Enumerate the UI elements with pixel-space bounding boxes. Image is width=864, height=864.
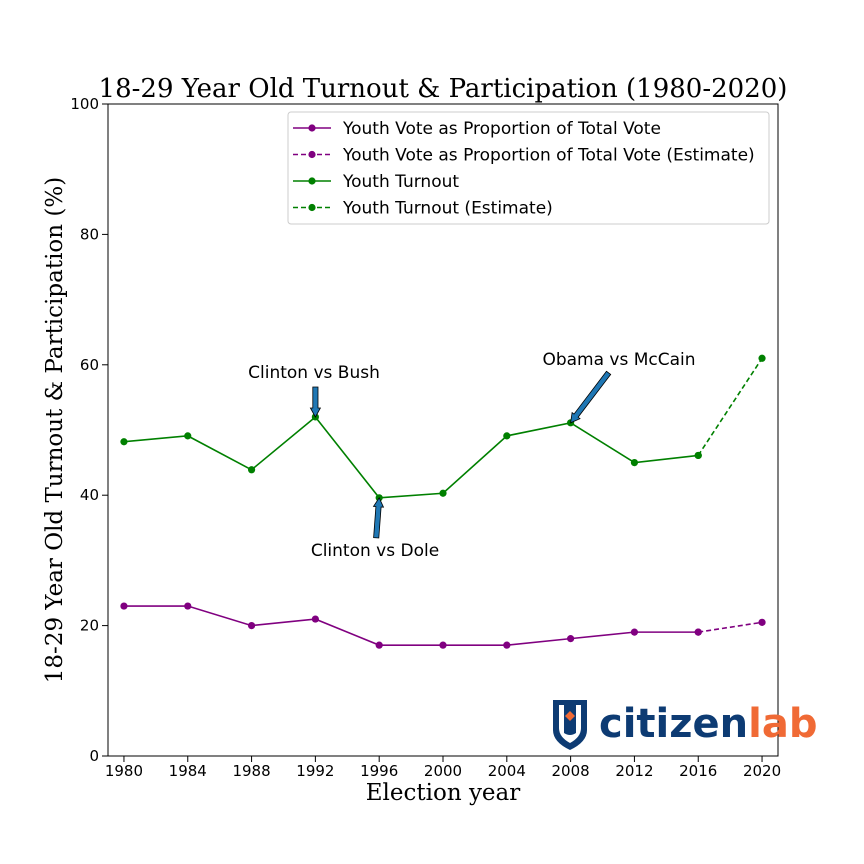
- shield-icon: [553, 700, 587, 750]
- annotation-obama-vs-mccain: Obama vs McCain: [542, 350, 696, 424]
- legend-swatch-marker: [308, 203, 316, 212]
- annotation-label: Clinton vs Dole: [311, 541, 439, 561]
- data-point: [311, 615, 319, 623]
- y-tick-label: 0: [89, 747, 99, 765]
- x-tick-label: 2012: [615, 762, 653, 780]
- data-point: [375, 641, 383, 649]
- data-point: [630, 459, 639, 467]
- data-point: [503, 641, 511, 649]
- series-line-youth-vote-as-proportion-of-total-vote: [123, 605, 699, 646]
- data-point: [247, 622, 256, 630]
- y-tick-label: 20: [80, 617, 99, 635]
- annotation-layer: Clinton vs Bush Clinton vs Dole Obama vs M…: [248, 350, 695, 561]
- x-tick-label: 2004: [488, 762, 526, 780]
- y-tick-label: 80: [80, 225, 99, 243]
- annotation-label: Clinton vs Bush: [248, 363, 380, 383]
- data-point: [439, 641, 447, 649]
- data-point: [758, 354, 766, 362]
- x-tick-label: 1984: [169, 762, 207, 780]
- annotation-clinton-vs-dole: Clinton vs Dole: [311, 496, 439, 561]
- legend-label: Youth Vote as Proportion of Total Vote (…: [342, 146, 755, 166]
- x-axis-label: Election year: [366, 780, 521, 806]
- legend-item-youth-vote-as-proportion-of-total-vote-estimate: Youth Vote as Proportion of Total Vote (…: [293, 146, 755, 166]
- data-point: [120, 438, 128, 446]
- x-tick-label: 2000: [424, 762, 462, 780]
- x-tick-label: 1992: [296, 762, 334, 780]
- legend-item-youth-vote-as-proportion-of-total-vote: Youth Vote as Proportion of Total Vote: [293, 119, 661, 139]
- data-point: [567, 635, 575, 643]
- annotation-arrow: [570, 370, 612, 424]
- legend-swatch-marker: [308, 124, 316, 132]
- data-point: [694, 628, 702, 636]
- data-point: [184, 432, 192, 440]
- data-point: [758, 618, 766, 626]
- y-tick-label: 60: [80, 356, 99, 374]
- annotation-arrow: [309, 386, 322, 418]
- series-youth-vote-as-proportion-of-total-vote: [120, 602, 702, 649]
- y-tick-label: 40: [80, 486, 99, 504]
- legend-swatch-marker: [308, 150, 316, 159]
- series-line-youth-vote-as-proportion-of-total-vote-estimate: [698, 621, 763, 633]
- x-tick-label: 1980: [105, 762, 143, 780]
- legend-label: Youth Turnout: [342, 172, 459, 192]
- data-point: [630, 628, 639, 636]
- citizenlab-logo: citizenlab: [553, 700, 817, 750]
- legend: Youth Vote as Proportion of Total Vote Yo…: [287, 111, 770, 225]
- x-tick-label: 1996: [360, 762, 398, 780]
- data-point: [120, 602, 128, 610]
- legend-box: [287, 111, 770, 225]
- x-tick-label: 2008: [552, 762, 590, 780]
- y-tick-label: 100: [70, 95, 99, 113]
- logo-wordmark-lab: lab: [748, 701, 817, 747]
- x-axis: 1980 1984 1988 1992 1996 2000 2004 2008 2012 2016…: [105, 756, 781, 780]
- logo-wordmark-citizen: citizen: [599, 701, 748, 747]
- y-axis-label: 18-29 Year Old Turnout & Participation (…: [42, 177, 68, 683]
- logo-wordmark: citizenlab: [599, 701, 817, 747]
- data-point: [694, 451, 702, 460]
- series-line-youth-turnout: [123, 415, 699, 499]
- annotation-arrow: [372, 496, 385, 539]
- series-youth-turnout: [120, 413, 702, 502]
- annotation-clinton-vs-bush: Clinton vs Bush: [248, 363, 380, 418]
- legend-label: Youth Vote as Proportion of Total Vote: [342, 119, 661, 139]
- chart-title: 18-29 Year Old Turnout & Participation (…: [99, 74, 788, 104]
- legend-swatch-marker: [308, 177, 316, 185]
- data-point: [247, 466, 256, 474]
- legend-label: Youth Turnout (Estimate): [342, 199, 553, 219]
- series-youth-turnout-estimate: [694, 354, 766, 460]
- series-line-youth-turnout-estimate: [697, 357, 763, 456]
- legend-item-youth-turnout-estimate: Youth Turnout (Estimate): [293, 199, 553, 219]
- legend-item-youth-turnout: Youth Turnout: [293, 172, 459, 192]
- y-axis: 0 20 40 60 80 100: [70, 95, 108, 765]
- data-point: [503, 432, 511, 440]
- annotation-label: Obama vs McCain: [542, 350, 695, 370]
- data-point: [184, 602, 192, 610]
- series-youth-vote-as-proportion-of-total-vote-estimate: [694, 618, 766, 636]
- x-tick-label: 1988: [232, 762, 270, 780]
- series-layer: [120, 354, 766, 649]
- x-tick-label: 2020: [743, 762, 781, 780]
- data-point: [439, 489, 447, 497]
- x-tick-label: 2016: [679, 762, 717, 780]
